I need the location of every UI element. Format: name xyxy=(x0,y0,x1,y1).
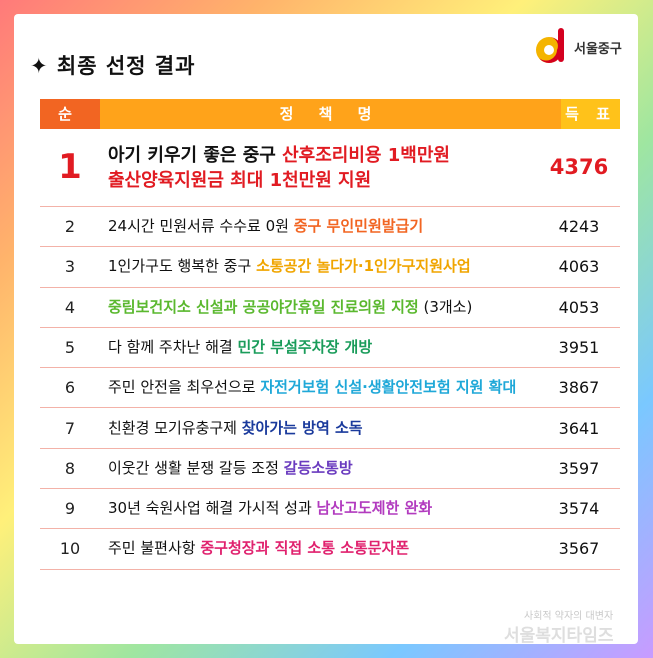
policy-cell: 주민 안전을 최우선으로 자전거보험 신설·생활안전보험 지원 확대 xyxy=(108,368,516,407)
policy-line: 친환경 모기유충구제 찾아가는 방역 소독 xyxy=(108,409,363,448)
votes-cell: 4376 xyxy=(549,155,609,179)
rank-cell: 1 xyxy=(58,147,82,187)
policy-cell: 친환경 모기유충구제 찾아가는 방역 소독 xyxy=(108,409,363,448)
rank-cell: 5 xyxy=(64,337,76,357)
policy-text: 24시간 민원서류 수수료 0원 xyxy=(108,217,294,235)
votes-cell: 3567 xyxy=(558,539,600,559)
rank-cell: 10 xyxy=(59,539,81,559)
policy-cell: 중림보건지소 신설과 공공야간휴일 진료의원 지정 (3개소) xyxy=(108,288,472,327)
policy-cell: 30년 숙원사업 해결 가시적 성과 남산고도제한 완화 xyxy=(108,489,432,528)
votes-cell: 3867 xyxy=(558,378,600,398)
policy-highlight: (3개소) xyxy=(418,297,473,316)
rank-cell: 8 xyxy=(64,458,76,478)
policy-highlight: 남산고도제한 완화 xyxy=(316,499,433,518)
table-row: 2 24시간 민원서류 수수료 0원 중구 무인민원발급기 4243 xyxy=(40,207,620,248)
policy-line: 중림보건지소 신설과 공공야간휴일 진료의원 지정 (3개소) xyxy=(108,288,472,327)
rank-cell: 9 xyxy=(64,499,76,519)
table-row: 10 주민 불편사항 중구청장과 직접 소통 소통문자폰 3567 xyxy=(40,529,620,570)
policy-line: 이웃간 생활 분쟁 갈등 조정 갈등소통방 xyxy=(108,449,353,488)
policy-line: 24시간 민원서류 수수료 0원 중구 무인민원발급기 xyxy=(108,207,423,246)
seoul-junggu-logo-icon xyxy=(536,28,564,63)
footer-subtitle: 사회적 약자의 대변자 xyxy=(524,611,614,622)
policy-text: 친환경 모기유충구제 xyxy=(108,418,242,437)
rank-cell: 6 xyxy=(64,378,76,398)
rank-cell: 4 xyxy=(64,297,76,317)
table-row: 4 중림보건지소 신설과 공공야간휴일 진료의원 지정 (3개소) 4053 xyxy=(40,288,620,328)
header-policy: 정 책 명 xyxy=(279,105,382,123)
table-row: 1 아기 키우기 좋은 중구 산후조리비용 1백만원 출산양육지원금 최대 1천만원… xyxy=(40,129,620,207)
votes-cell: 3574 xyxy=(558,499,600,519)
table-row: 3 1인가구도 행복한 중구 소통공간 놀다가·1인가구지원사업 4063 xyxy=(40,247,620,288)
policy-highlight: 중구청장과 직접 소통 소통문자폰 xyxy=(200,539,410,558)
policy-text: 이웃간 생활 분쟁 갈등 조정 xyxy=(108,458,284,477)
rank-cell: 7 xyxy=(64,418,76,438)
rank-cell: 3 xyxy=(64,257,76,277)
policy-text: 아기 키우기 좋은 중구 xyxy=(108,144,283,166)
table-row: 7 친환경 모기유충구제 찾아가는 방역 소독 3641 xyxy=(40,409,620,449)
header-votes: 득 표 수 xyxy=(561,99,620,153)
policy-line: 주민 안전을 최우선으로 자전거보험 신설·생활안전보험 지원 확대 xyxy=(108,368,516,407)
policy-line: 아기 키우기 좋은 중구 산후조리비용 1백만원 xyxy=(108,143,450,168)
policy-cell: 이웃간 생활 분쟁 갈등 조정 갈등소통방 xyxy=(108,449,353,488)
policy-cell: 1인가구도 행복한 중구 소통공간 놀다가·1인가구지원사업 xyxy=(108,247,471,286)
policy-text: 30년 숙원사업 해결 가시적 성과 xyxy=(108,499,317,518)
policy-cell: 주민 불편사항 중구청장과 직접 소통 소통문자폰 xyxy=(108,529,409,568)
junggu-logo: 서울중구 xyxy=(534,26,634,66)
policy-cell: 24시간 민원서류 수수료 0원 중구 무인민원발급기 xyxy=(108,207,423,246)
policy-cell: 다 함께 주차난 해결 민간 부설주차장 개방 xyxy=(108,328,372,367)
policy-highlight: 출산양육지원금 최대 1천만원 지원 xyxy=(108,169,372,191)
policy-highlight: 중림보건지소 신설과 공공야간휴일 진료의원 지정 xyxy=(108,297,419,316)
policy-line: 1인가구도 행복한 중구 소통공간 놀다가·1인가구지원사업 xyxy=(108,247,471,286)
policy-line: 다 함께 주차난 해결 민간 부설주차장 개방 xyxy=(108,328,372,367)
policy-line: 주민 불편사항 중구청장과 직접 소통 소통문자폰 xyxy=(108,529,409,568)
policy-highlight: 갈등소통방 xyxy=(283,458,353,477)
votes-cell: 3597 xyxy=(558,458,600,478)
votes-cell: 4243 xyxy=(558,217,600,236)
policy-text: 주민 안전을 최우선으로 xyxy=(108,378,261,397)
policy-text: 다 함께 주차난 해결 xyxy=(108,337,238,356)
votes-cell: 3641 xyxy=(558,418,600,438)
footer-brand-watermark: 서울복지타임즈 xyxy=(504,626,614,646)
policy-highlight: 민간 부설주차장 개방 xyxy=(237,337,373,356)
table-header: 순 위 정 책 명 득 표 수 xyxy=(40,99,620,153)
page-title: ✦ 최종 선정 결과 xyxy=(30,54,196,78)
policy-highlight: 찾아가는 방역 소독 xyxy=(241,418,363,437)
table-row: 6 주민 안전을 최우선으로 자전거보험 신설·생활안전보험 지원 확대 3867 xyxy=(40,368,620,409)
logo-text: 서울중구 xyxy=(574,42,622,57)
table-row: 8 이웃간 생활 분쟁 갈등 조정 갈등소통방 3597 xyxy=(40,449,620,490)
votes-cell: 4053 xyxy=(558,297,600,317)
header-rank: 순 위 xyxy=(40,99,100,153)
policy-line: 30년 숙원사업 해결 가시적 성과 남산고도제한 완화 xyxy=(108,489,432,528)
policy-highlight: 중구 무인민원발급기 xyxy=(293,217,424,235)
policy-line: 출산양육지원금 최대 1천만원 지원 xyxy=(108,168,450,193)
policy-highlight: 산후조리비용 1백만원 xyxy=(282,144,450,166)
table-row: 5 다 함께 주차난 해결 민간 부설주차장 개방 3951 xyxy=(40,328,620,369)
votes-cell: 4063 xyxy=(558,257,600,277)
policy-highlight: 자전거보험 신설·생활안전보험 지원 확대 xyxy=(260,378,517,397)
policy-text: 1인가구도 행복한 중구 xyxy=(108,257,257,276)
votes-cell: 3951 xyxy=(558,337,600,357)
rank-cell: 2 xyxy=(64,217,76,236)
policy-cell: 아기 키우기 좋은 중구 산후조리비용 1백만원 출산양육지원금 최대 1천만원 … xyxy=(108,143,450,193)
policy-text: 주민 불편사항 xyxy=(108,539,201,558)
policy-highlight: 소통공간 놀다가·1인가구지원사업 xyxy=(256,257,471,276)
table-row: 9 30년 숙원사업 해결 가시적 성과 남산고도제한 완화 3574 xyxy=(40,489,620,530)
